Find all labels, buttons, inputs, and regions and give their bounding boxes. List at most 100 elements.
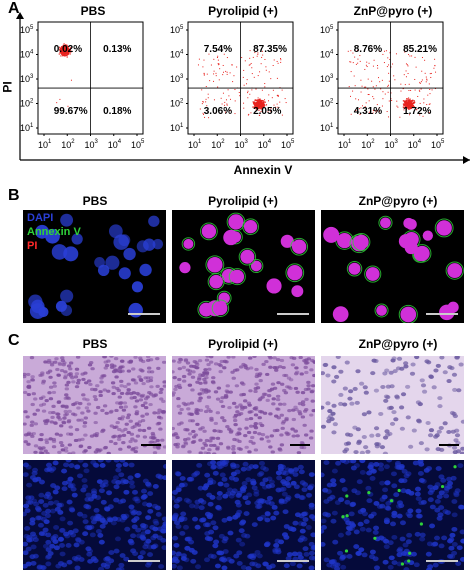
stained-nucleus — [157, 415, 162, 419]
dapi-nucleus — [369, 549, 376, 555]
stained-nucleus — [298, 356, 303, 360]
dapi-nucleus — [100, 499, 107, 505]
stained-nucleus — [231, 376, 236, 380]
dapi-nucleus — [145, 515, 152, 521]
stained-nucleus — [100, 408, 105, 413]
stained-nucleus — [180, 445, 186, 449]
stained-nucleus — [436, 429, 442, 434]
dapi-nucleus — [286, 552, 293, 557]
dapi-nucleus — [93, 463, 100, 468]
stained-nucleus — [123, 405, 129, 409]
stained-nucleus — [33, 397, 38, 401]
dapi-nucleus — [299, 480, 306, 486]
stained-nucleus — [252, 356, 257, 358]
stained-nucleus — [30, 375, 35, 379]
confocal-title-znp: ZnP@pyro (+) — [358, 194, 438, 208]
stained-nucleus — [380, 384, 386, 389]
dapi-nucleus — [434, 498, 441, 504]
x-tick-exponent: 4 — [418, 139, 422, 145]
dapi-nucleus — [361, 511, 368, 517]
dapi-nucleus — [134, 472, 141, 478]
stained-nucleus — [399, 405, 405, 410]
stained-nucleus — [68, 425, 73, 429]
stained-nucleus — [310, 384, 315, 388]
stained-nucleus — [325, 373, 331, 378]
dapi-nucleus — [258, 471, 265, 476]
dapi-nucleus — [70, 532, 77, 538]
dapi-nucleus — [53, 525, 60, 530]
dapi-nucleus — [293, 484, 300, 490]
dapi-nucleus — [263, 542, 270, 548]
dapi-nucleus — [184, 545, 191, 551]
stained-nucleus — [30, 402, 35, 407]
cell-nucleus — [447, 263, 463, 278]
stained-nucleus — [225, 384, 230, 388]
stained-nucleus — [54, 357, 59, 361]
dapi-nucleus — [128, 462, 135, 468]
stained-nucleus — [452, 387, 458, 392]
y-tick-label: 10 — [20, 74, 30, 84]
stained-nucleus — [60, 356, 65, 360]
dapi-nucleus — [150, 544, 157, 550]
stained-nucleus — [140, 393, 146, 397]
histology-title-pbs: PBS — [82, 337, 108, 351]
stained-nucleus — [203, 368, 208, 372]
dapi-nucleus — [334, 562, 341, 568]
dapi-nucleus — [179, 476, 186, 481]
cell-nucleus — [405, 218, 417, 230]
stained-nucleus — [32, 412, 37, 416]
dapi-nucleus — [311, 555, 315, 561]
stained-nucleus — [109, 365, 115, 369]
stained-nucleus — [216, 429, 221, 433]
stained-nucleus — [140, 369, 145, 373]
dapi-nucleus — [141, 488, 148, 494]
flow-title-znp: ZnP@pyro (+) — [353, 4, 433, 18]
stained-nucleus — [102, 388, 107, 392]
stained-nucleus — [451, 411, 457, 416]
stained-nucleus — [343, 441, 350, 446]
stained-nucleus — [63, 409, 68, 414]
dapi-nucleus — [83, 468, 90, 474]
cell-nucleus — [228, 214, 244, 230]
dapi-nucleus — [59, 551, 66, 557]
annexin-ring — [238, 248, 257, 266]
stained-nucleus — [321, 405, 325, 410]
stained-nucleus — [278, 365, 283, 369]
stained-nucleus — [51, 445, 57, 449]
stained-nucleus — [109, 356, 114, 358]
stained-nucleus — [222, 419, 227, 423]
dapi-nucleus — [118, 472, 125, 478]
stained-nucleus — [62, 416, 67, 420]
dapi-nucleus — [323, 460, 330, 465]
dapi-nucleus — [128, 504, 135, 510]
stained-nucleus — [293, 405, 298, 409]
stained-nucleus — [396, 356, 403, 361]
x-tick-label: 10 — [361, 140, 371, 150]
y-tick-exponent: 5 — [30, 25, 34, 31]
dapi-nucleus — [242, 495, 249, 501]
dapi-nucleus — [451, 526, 458, 532]
dapi-nucleus — [240, 466, 247, 472]
dapi-nucleus — [61, 468, 68, 474]
stained-nucleus — [242, 399, 248, 403]
dapi-nucleus — [23, 472, 29, 478]
stained-nucleus — [59, 424, 64, 428]
dapi-nucleus — [420, 499, 427, 505]
cell-nucleus — [291, 239, 307, 254]
cell-nucleus — [240, 249, 255, 264]
dapi-nucleus — [25, 464, 32, 470]
stained-nucleus — [207, 367, 212, 371]
stained-nucleus — [82, 421, 88, 425]
stained-nucleus — [137, 375, 142, 379]
dapi-nucleus — [451, 550, 458, 556]
stained-nucleus — [45, 371, 51, 375]
stained-nucleus — [141, 381, 146, 386]
stained-nucleus — [114, 375, 119, 379]
dapi-nucleus — [37, 522, 44, 528]
stained-nucleus — [81, 393, 86, 397]
dapi-nucleus — [277, 463, 284, 469]
stained-nucleus — [95, 405, 101, 410]
dapi-nucleus — [212, 543, 219, 549]
stained-nucleus — [190, 388, 195, 392]
stained-nucleus — [173, 443, 178, 447]
